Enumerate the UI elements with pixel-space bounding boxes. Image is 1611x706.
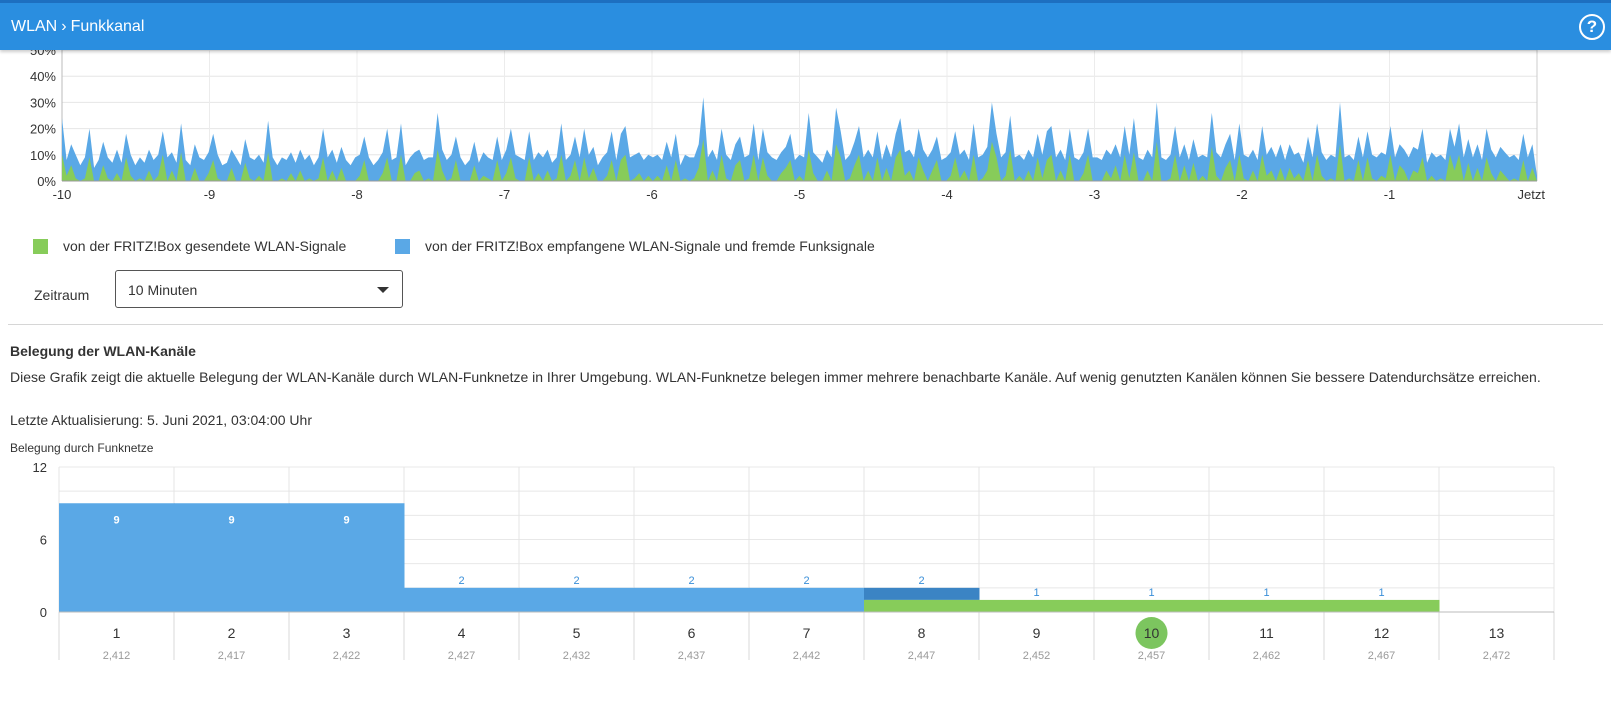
channel-number: 1 [113,625,121,641]
x-tick-label: -5 [794,187,806,202]
x-tick-label: -10 [53,187,72,202]
section-title: Belegung der WLAN-Kanäle [10,343,196,359]
bar-value-label: 2 [688,575,694,587]
bar-value-label: 2 [918,575,924,587]
received-signal-area [62,97,1537,181]
channel-frequency: 2,467 [1368,650,1396,662]
own-network-bar [1324,599,1440,612]
breadcrumb-funkkanal: Funkkanal [70,18,145,35]
y-tick-label: 12 [33,460,47,475]
channel-number: 9 [1033,625,1041,641]
channel-frequency: 2,442 [793,650,821,662]
chevron-right-icon: › [61,18,67,35]
channel-frequency: 2,457 [1138,650,1166,662]
x-tick-label: -7 [499,187,511,202]
bar-value-label: 2 [573,575,579,587]
channel-bar [174,503,290,612]
channel-number: 11 [1259,625,1274,641]
y-tick-label: 40% [30,69,56,84]
y-tick-label: 0% [37,174,56,189]
channel-bar [289,503,405,612]
bar-value-label: 1 [1263,587,1269,599]
channel-frequency: 2,462 [1253,650,1281,662]
channel-bar [59,503,175,612]
x-tick-label: -4 [941,187,953,202]
legend-sent-label: von der FRITZ!Box gesendete WLAN-Signale [63,238,347,254]
channel-bar [404,587,520,612]
bar-value-label: 2 [803,575,809,587]
bar-value-label: 1 [1148,587,1154,599]
bar-value-label: 9 [343,514,349,526]
channel-frequency: 2,412 [103,650,131,662]
channel-frequency: 2,452 [1023,650,1051,662]
own-network-bar [864,599,980,612]
y-tick-label: 6 [40,533,47,548]
x-tick-label: -2 [1236,187,1248,202]
x-tick-label: -3 [1089,187,1101,202]
channel-number: 3 [343,625,351,641]
section-divider [8,324,1603,325]
legend-received-label: von der FRITZ!Box empfangene WLAN-Signal… [425,238,875,254]
channel-bar [519,587,635,612]
bar-value-label: 9 [228,514,234,526]
channel-frequency: 2,437 [678,650,706,662]
channel-frequency: 2,472 [1483,650,1511,662]
channel-frequency: 2,422 [333,650,361,662]
channel-bar [749,587,865,612]
channel-number: 4 [458,625,466,641]
channel-number: 13 [1489,625,1505,641]
blue-swatch-icon [395,238,410,254]
x-tick-label: -6 [646,187,658,202]
channel-number: 10 [1144,625,1160,641]
channel-frequency: 2,427 [448,650,476,662]
breadcrumb-wlan[interactable]: WLAN [11,18,58,35]
channel-bar [634,587,750,612]
channel-frequency: 2,417 [218,650,246,662]
period-label: Zeitraum [34,287,90,303]
own-network-bar [1094,599,1210,612]
period-select[interactable]: 10 Minuten [115,270,403,308]
y-tick-label: 30% [30,95,56,110]
channel-bar [864,587,980,600]
bar-value-label: 1 [1378,587,1384,599]
bar-value-label: 1 [1033,587,1039,599]
channel-number: 8 [918,625,926,641]
y-tick-label: 0 [40,605,47,620]
active-channel-marker [1135,617,1168,649]
breadcrumb: WLAN › Funkkanal [11,18,144,36]
sent-signal-area [62,139,1537,181]
section-description: Diese Grafik zeigt die aktuelle Belegung… [10,369,1541,385]
channel-frequency: 2,447 [908,650,936,662]
own-network-bar [979,599,1095,612]
channel-number: 6 [688,625,696,641]
channel-frequency: 2,432 [563,650,591,662]
help-icon[interactable]: ? [1579,14,1605,40]
channel-chart-title: Belegung durch Funknetze [10,441,154,455]
own-network-bar [1209,599,1325,612]
y-tick-label: 10% [30,148,56,163]
channel-number: 5 [573,625,581,641]
legend-received: von der FRITZ!Box empfangene WLAN-Signal… [395,238,875,254]
x-tick-label: -8 [351,187,363,202]
channel-number: 12 [1374,625,1390,641]
legend-sent: von der FRITZ!Box gesendete WLAN-Signale [33,238,346,254]
utilization-chart: 0%10%20%30%40%50%-10 -9 -8 -7 -6 -5 -4 -3 -2 -1 Je… [30,43,1546,202]
last-updated: Letzte Aktualisierung: 5. Juni 2021, 03:… [10,412,312,428]
caret-down-icon [377,287,389,293]
y-tick-label: 20% [30,122,56,137]
x-tick-label: -1 [1384,187,1396,202]
x-tick-label: -9 [204,187,216,202]
period-select-value: 10 Minuten [128,282,198,298]
channel-number: 2 [228,625,236,641]
channel-number: 7 [803,625,811,641]
bar-value-label: 2 [458,575,464,587]
header-bar: WLAN › Funkkanal ? [0,0,1611,50]
bar-value-label: 9 [113,514,119,526]
green-swatch-icon [33,238,48,254]
x-tick-label: Jetzt [1518,187,1546,202]
